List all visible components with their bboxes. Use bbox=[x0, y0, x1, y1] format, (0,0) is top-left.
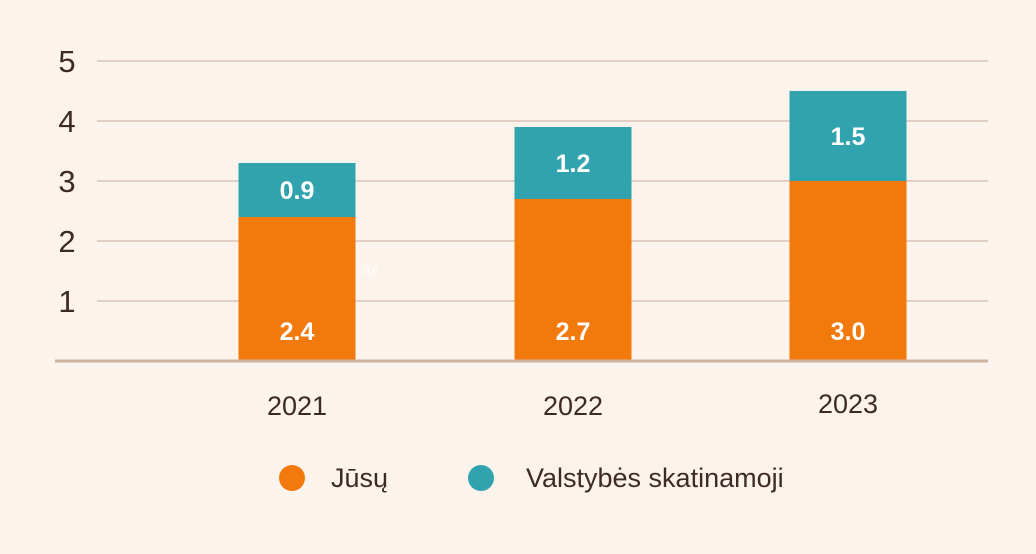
legend-item-valstybes: Valstybės skatinamoji bbox=[468, 463, 784, 493]
bar-segment bbox=[514, 127, 632, 199]
bar-labels: 2.4 0.9 2.7 1.2 3.0 1.5 bbox=[280, 123, 866, 346]
bar-value-label: 3.0 bbox=[831, 318, 866, 346]
x-tick-label: 2023 bbox=[818, 389, 878, 419]
bar-segment bbox=[789, 91, 907, 181]
bar-value-label: 0.9 bbox=[280, 177, 315, 205]
bars bbox=[238, 91, 907, 361]
legend: Jūsų Valstybės skatinamoji bbox=[279, 463, 784, 493]
y-axis-ticks: 1 2 3 4 5 bbox=[58, 44, 75, 319]
x-axis-ticks: 2021 2022 2023 bbox=[267, 389, 878, 421]
bar-value-label: 1.5 bbox=[831, 123, 866, 151]
legend-item-jusu: Jūsų bbox=[279, 463, 388, 493]
bar-value-label: 2.7 bbox=[556, 318, 591, 346]
bar-segment bbox=[514, 199, 632, 361]
y-tick-label: 2 bbox=[58, 224, 75, 259]
y-tick-label: 3 bbox=[58, 164, 75, 199]
legend-swatch-jusu bbox=[279, 465, 305, 491]
bar-value-label: 1.2 bbox=[556, 150, 591, 178]
bar-segment bbox=[238, 163, 356, 217]
x-tick-label: 2022 bbox=[543, 391, 603, 421]
y-tick-label: 5 bbox=[58, 44, 75, 79]
bar-segment bbox=[789, 181, 907, 361]
y-tick-label: 1 bbox=[58, 284, 75, 319]
bar-segment bbox=[238, 217, 356, 361]
legend-label-jusu: Jūsų bbox=[331, 463, 388, 493]
stray-data-label: 0.6 bbox=[363, 266, 378, 278]
bar-value-label: 2.4 bbox=[280, 318, 315, 346]
legend-swatch-valstybes bbox=[468, 465, 494, 491]
x-tick-label: 2021 bbox=[267, 391, 327, 421]
legend-label-valstybes: Valstybės skatinamoji bbox=[526, 463, 784, 493]
y-tick-label: 4 bbox=[58, 104, 75, 139]
